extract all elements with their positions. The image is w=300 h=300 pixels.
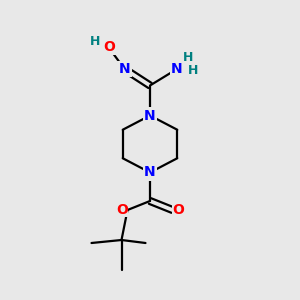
Text: O: O: [172, 203, 184, 217]
Text: H: H: [90, 34, 100, 48]
Text: N: N: [144, 109, 156, 122]
Text: O: O: [103, 40, 116, 53]
Text: N: N: [119, 62, 130, 76]
Text: O: O: [116, 203, 128, 217]
Text: N: N: [144, 166, 156, 179]
Text: H: H: [188, 64, 199, 77]
Text: N: N: [171, 62, 183, 76]
Text: H: H: [183, 51, 194, 64]
